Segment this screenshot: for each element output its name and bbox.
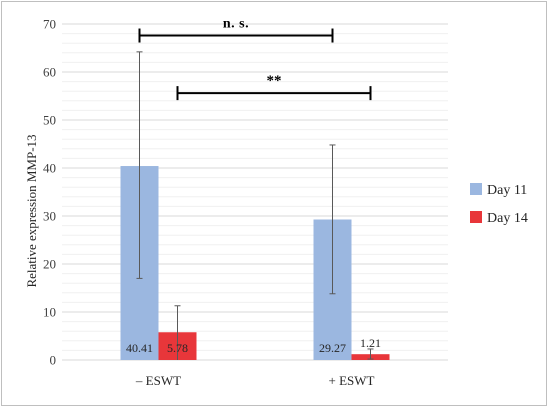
y-tick-label: 30 [43, 209, 56, 224]
y-tick-label: 50 [43, 113, 56, 128]
y-tick-label: 40 [43, 161, 56, 176]
legend-label: Day 11 [487, 183, 527, 198]
legend-swatch [470, 211, 482, 223]
legend-swatch [470, 183, 482, 195]
y-axis-label: Relative expression MMP-13 [24, 134, 39, 287]
data-label: 5.78 [167, 341, 188, 355]
data-label: 40.41 [126, 341, 153, 355]
data-label: 29.27 [319, 341, 346, 355]
data-labels: 40.41 29.27 5.78 1.21 [126, 336, 381, 355]
y-tick-label: 0 [50, 353, 57, 368]
legend-label: Day 14 [487, 211, 528, 226]
significance-annotations: n. s. ** [138, 17, 372, 101]
legend: Day 11 Day 14 [470, 183, 528, 226]
significance-label: ** [267, 73, 282, 89]
minor-gridlines [62, 33, 448, 351]
data-label: 1.21 [360, 336, 381, 350]
y-tick-label: 20 [43, 257, 56, 272]
y-tick-label: 10 [43, 305, 56, 320]
y-axis-ticks: 0 10 20 30 40 50 60 70 [43, 17, 56, 368]
y-tick-label: 70 [43, 17, 56, 32]
category-label: + ESWT [329, 373, 375, 388]
category-labels: – ESWT + ESWT [135, 373, 375, 388]
major-gridlines [62, 23, 448, 313]
y-tick-label: 60 [43, 65, 56, 80]
error-bars [136, 51, 374, 360]
category-label: – ESWT [135, 373, 181, 388]
significance-label: n. s. [223, 17, 249, 32]
